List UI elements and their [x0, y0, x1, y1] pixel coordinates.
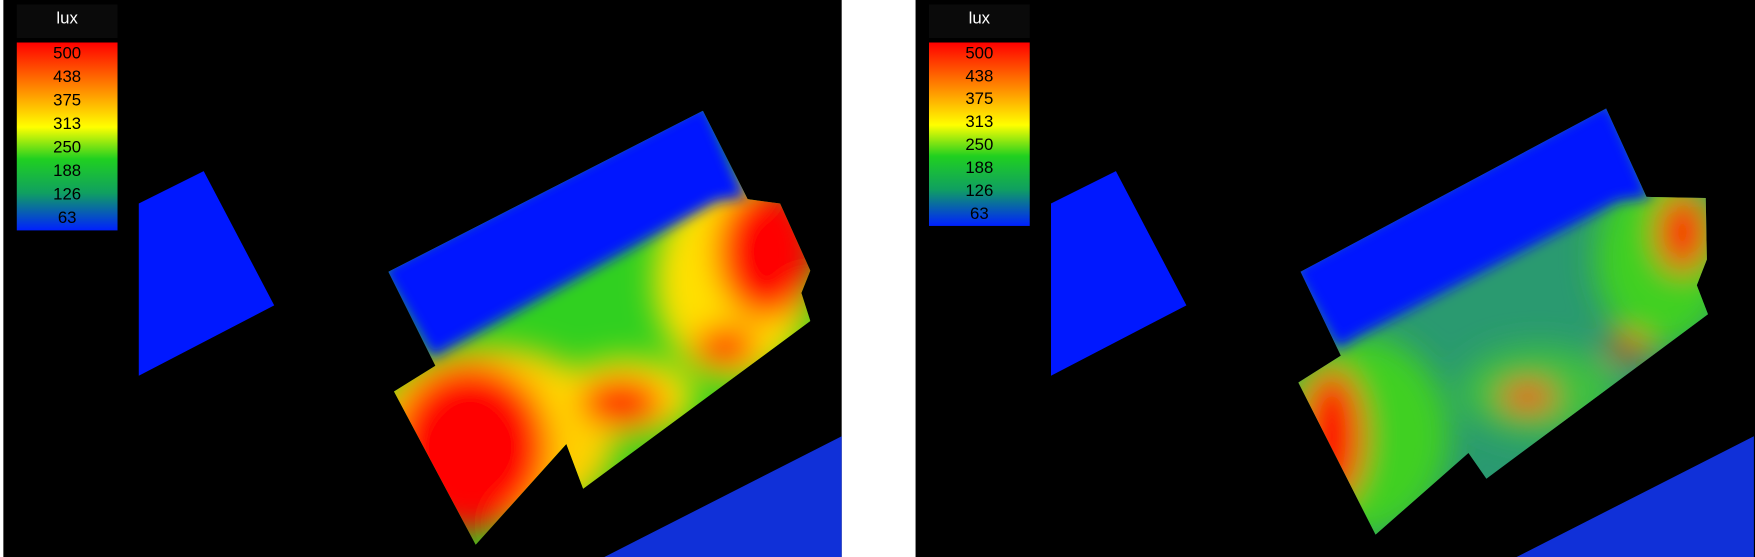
legend-label: 500	[965, 43, 993, 62]
room-strip	[604, 436, 842, 557]
legend-label: 438	[53, 67, 81, 86]
room-small	[138, 171, 275, 376]
legend-label: 250	[965, 135, 993, 154]
legend-header	[16, 4, 118, 39]
legend-label: 188	[965, 158, 993, 177]
room-strip	[1516, 436, 1754, 557]
heat-red	[693, 326, 757, 367]
legend-label: 63	[58, 208, 77, 227]
legend-label: 313	[965, 112, 993, 131]
legend-label: 126	[965, 181, 993, 200]
room-dark-zone	[1298, 108, 1651, 349]
legend-label: 375	[53, 91, 81, 110]
heat-red	[1500, 383, 1555, 411]
legend-colorbar	[16, 42, 118, 231]
legend-label: 63	[970, 204, 989, 223]
legend-title: lux	[969, 8, 991, 27]
render-panel: lux 500 438 375 313 250 188 126 63	[3, 0, 842, 557]
heat-red	[1608, 335, 1649, 358]
render-panel: lux 500 438 375 313 250 188 126 63	[915, 0, 1755, 557]
legend-colorbar	[928, 42, 1030, 226]
legend-label: 500	[53, 44, 81, 63]
room-dark-zone	[388, 110, 746, 358]
heat-red	[578, 378, 664, 428]
legend-label: 438	[965, 66, 993, 85]
room-small	[1050, 171, 1187, 376]
legend-label: 126	[53, 185, 81, 204]
legend-label: 313	[53, 114, 81, 133]
legend-label: 375	[965, 89, 993, 108]
legend-header	[928, 4, 1030, 39]
legend-label: 250	[53, 138, 81, 157]
legend-label: 188	[53, 161, 81, 180]
legend-title: lux	[56, 8, 78, 27]
heat-red	[1657, 193, 1707, 272]
